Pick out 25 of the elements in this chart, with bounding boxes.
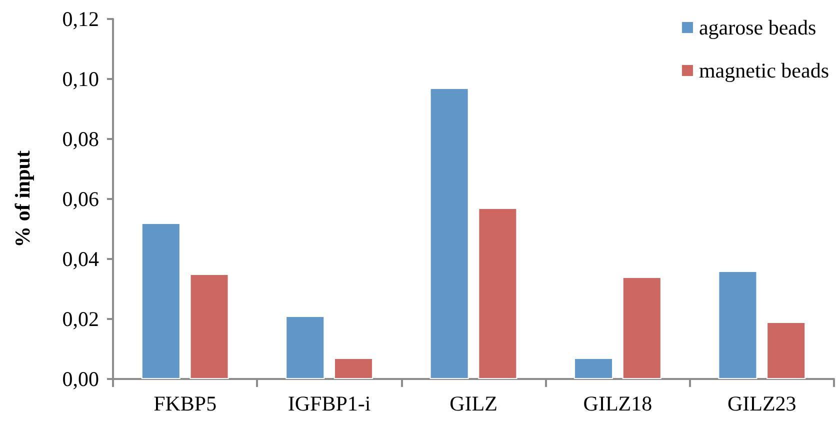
x-tick-label: GILZ18 — [583, 392, 652, 416]
bar — [286, 316, 325, 379]
bar — [141, 223, 180, 379]
y-tick-label: 0,04 — [62, 247, 100, 271]
bar — [718, 271, 758, 379]
y-tick-label: 0,10 — [62, 67, 99, 91]
bar — [190, 274, 229, 379]
y-tick-label: 0,08 — [62, 127, 99, 151]
x-tick-label: IGFBP1-i — [288, 392, 371, 416]
legend-label: agarose beads — [698, 16, 816, 40]
x-tick-label: GILZ — [450, 392, 498, 416]
y-tick-label: 0,00 — [62, 367, 99, 391]
y-axis-title: % of input — [10, 150, 34, 248]
bar — [430, 88, 469, 379]
y-tick-label: 0,06 — [62, 187, 99, 211]
y-tick-label: 0,12 — [62, 7, 99, 31]
x-tick-label: GILZ23 — [727, 392, 796, 416]
y-tick-label: 0,02 — [62, 307, 99, 331]
x-tick-label: FKBP5 — [154, 392, 217, 416]
bar — [334, 358, 373, 379]
bar — [574, 358, 614, 379]
legend-label: magnetic beads — [698, 58, 829, 82]
bar — [478, 208, 518, 379]
bar — [766, 322, 806, 379]
bar — [622, 277, 662, 379]
